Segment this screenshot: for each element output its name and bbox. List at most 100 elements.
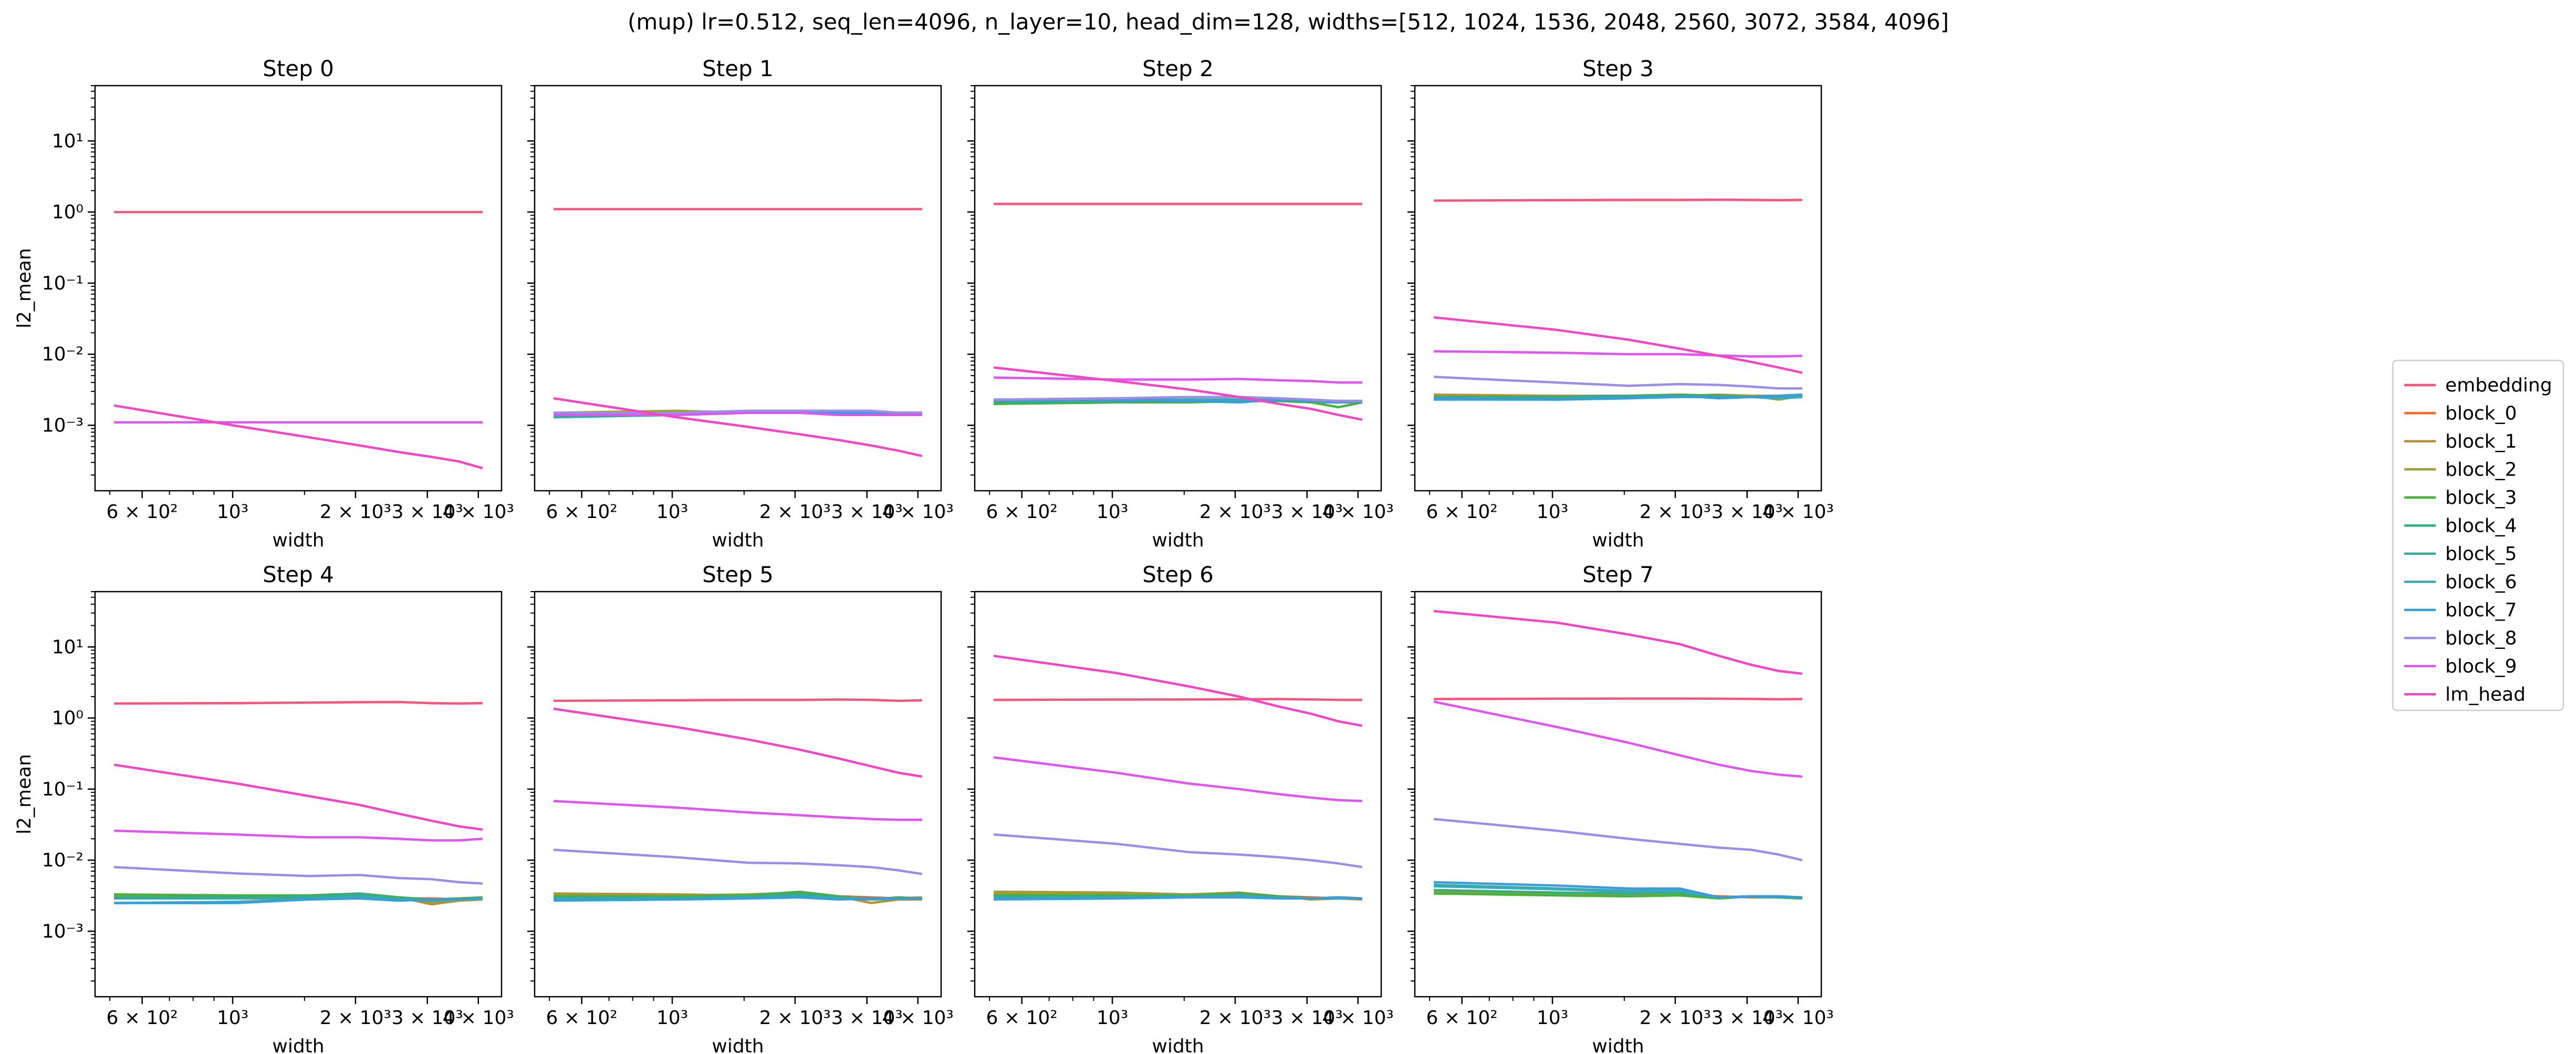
legend-item-block_0: block_0 (2404, 402, 2517, 424)
legend-label: block_4 (2445, 515, 2517, 536)
x-tick-label: 10³ (217, 1007, 248, 1029)
axes-frame (94, 85, 503, 492)
x-tick-label: 3 × 10³ (831, 1007, 903, 1029)
y-tick-label: 10⁻³ (42, 415, 84, 436)
legend-label: block_5 (2445, 543, 2517, 565)
x-tick-label: 10³ (656, 501, 688, 523)
x-tick-label: 6 × 10² (986, 1007, 1058, 1029)
legend-label: block_7 (2445, 600, 2517, 621)
x-tick-label: 6 × 10² (546, 1007, 618, 1029)
series-line-block_8 (994, 396, 1362, 402)
x-tick-label: 2 × 10³ (1640, 501, 1711, 523)
legend-label: block_6 (2445, 571, 2517, 593)
y-tick-label: 10⁻¹ (42, 273, 84, 294)
x-tick-label: 4 × 10³ (1762, 1007, 1834, 1029)
x-tick-label: 2 × 10³ (1200, 1007, 1271, 1029)
x-tick-label: 6 × 10² (1426, 501, 1498, 523)
legend-item-embedding: embedding (2404, 375, 2552, 396)
series-line-block_7 (1434, 393, 1802, 401)
series-line-lm_head (113, 763, 483, 831)
x-tick-label: 10³ (1097, 1007, 1128, 1029)
series-line-block_8 (113, 865, 483, 885)
series-line-embedding (554, 698, 922, 702)
series-line-lm_head (1433, 609, 1803, 675)
x-tick-label: 6 × 10² (1426, 1007, 1498, 1029)
x-tick-label: 10³ (1537, 501, 1568, 523)
axes-frame (974, 85, 1382, 492)
legend-item-block_6: block_6 (2404, 571, 2517, 593)
x-tick-label: 4 × 10³ (882, 501, 954, 523)
legend-item-block_3: block_3 (2404, 487, 2517, 509)
series-line-block_9 (1433, 700, 1802, 778)
x-tick-label: 4 × 10³ (882, 1007, 954, 1029)
axes-frame (1414, 85, 1822, 492)
legend-label: block_9 (2445, 656, 2517, 677)
x-axis-label: width (712, 1036, 764, 1054)
legend-item-block_8: block_8 (2404, 627, 2517, 649)
x-tick-label: 6 × 10² (986, 501, 1058, 523)
series-line-block_7 (114, 897, 483, 904)
series-line-block_8 (553, 849, 923, 875)
series-line-block_7 (554, 896, 922, 901)
x-tick-label: 2 × 10³ (320, 1007, 391, 1029)
axes-frame (534, 85, 942, 492)
legend-item-lm_head: lm_head (2404, 684, 2526, 705)
panel-title: Step 6 (1142, 562, 1214, 587)
series-line-lm_head (1433, 316, 1803, 374)
legend-label: block_0 (2445, 402, 2517, 424)
y-axis-label: l2_mean (14, 248, 35, 328)
x-axis-label: width (1592, 1036, 1644, 1054)
panel-title: Step 2 (1142, 56, 1214, 81)
y-tick-label: 10⁻² (42, 344, 84, 365)
y-axis-label: l2_mean (14, 754, 35, 834)
series-line-lm_head (553, 707, 923, 778)
legend-label: block_2 (2445, 459, 2517, 480)
series-line-lm_head (113, 404, 483, 470)
panel-title: Step 3 (1582, 56, 1654, 81)
x-axis-label: width (272, 530, 324, 551)
x-tick-label: 2 × 10³ (320, 501, 391, 523)
legend-label: embedding (2445, 375, 2552, 396)
legend-label: block_8 (2445, 627, 2517, 649)
y-tick-label: 10⁻² (42, 850, 84, 871)
x-tick-label: 6 × 10² (546, 501, 618, 523)
x-axis-label: width (1152, 530, 1204, 551)
series-line-block_9 (1434, 350, 1802, 358)
y-tick-label: 10⁰ (52, 202, 84, 223)
x-tick-label: 4 × 10³ (443, 501, 514, 523)
y-tick-label: 10¹ (52, 130, 84, 152)
legend-item-block_7: block_7 (2404, 600, 2517, 621)
legend-box (2392, 359, 2564, 711)
series-line-block_9 (554, 411, 922, 416)
series-line-block_8 (554, 409, 922, 414)
series-line-block_7 (1434, 881, 1802, 899)
y-tick-label: 10¹ (52, 636, 84, 658)
x-axis-label: width (272, 1036, 324, 1054)
x-tick-label: 10³ (1537, 1007, 1568, 1029)
x-tick-label: 10³ (217, 501, 248, 523)
panel-title: Step 0 (263, 56, 334, 81)
series-line-embedding (114, 700, 483, 705)
legend-item-block_2: block_2 (2404, 459, 2517, 480)
panel-title: Step 7 (1582, 562, 1654, 587)
x-tick-label: 4 × 10³ (443, 1007, 514, 1029)
x-tick-label: 3 × 10³ (1712, 1007, 1783, 1029)
x-tick-label: 3 × 10³ (1271, 501, 1343, 523)
x-tick-label: 3 × 10³ (1712, 501, 1783, 523)
legend: embedding block_0 block_1 block_2 block_3blo… (2392, 359, 2564, 711)
x-tick-label: 3 × 10³ (392, 501, 463, 523)
y-tick-label: 10⁻³ (42, 921, 84, 942)
x-axis-label: width (712, 530, 764, 551)
axes-frame (1414, 591, 1822, 998)
y-tick-label: 10⁻¹ (42, 779, 84, 800)
x-tick-label: 2 × 10³ (1640, 1007, 1711, 1029)
